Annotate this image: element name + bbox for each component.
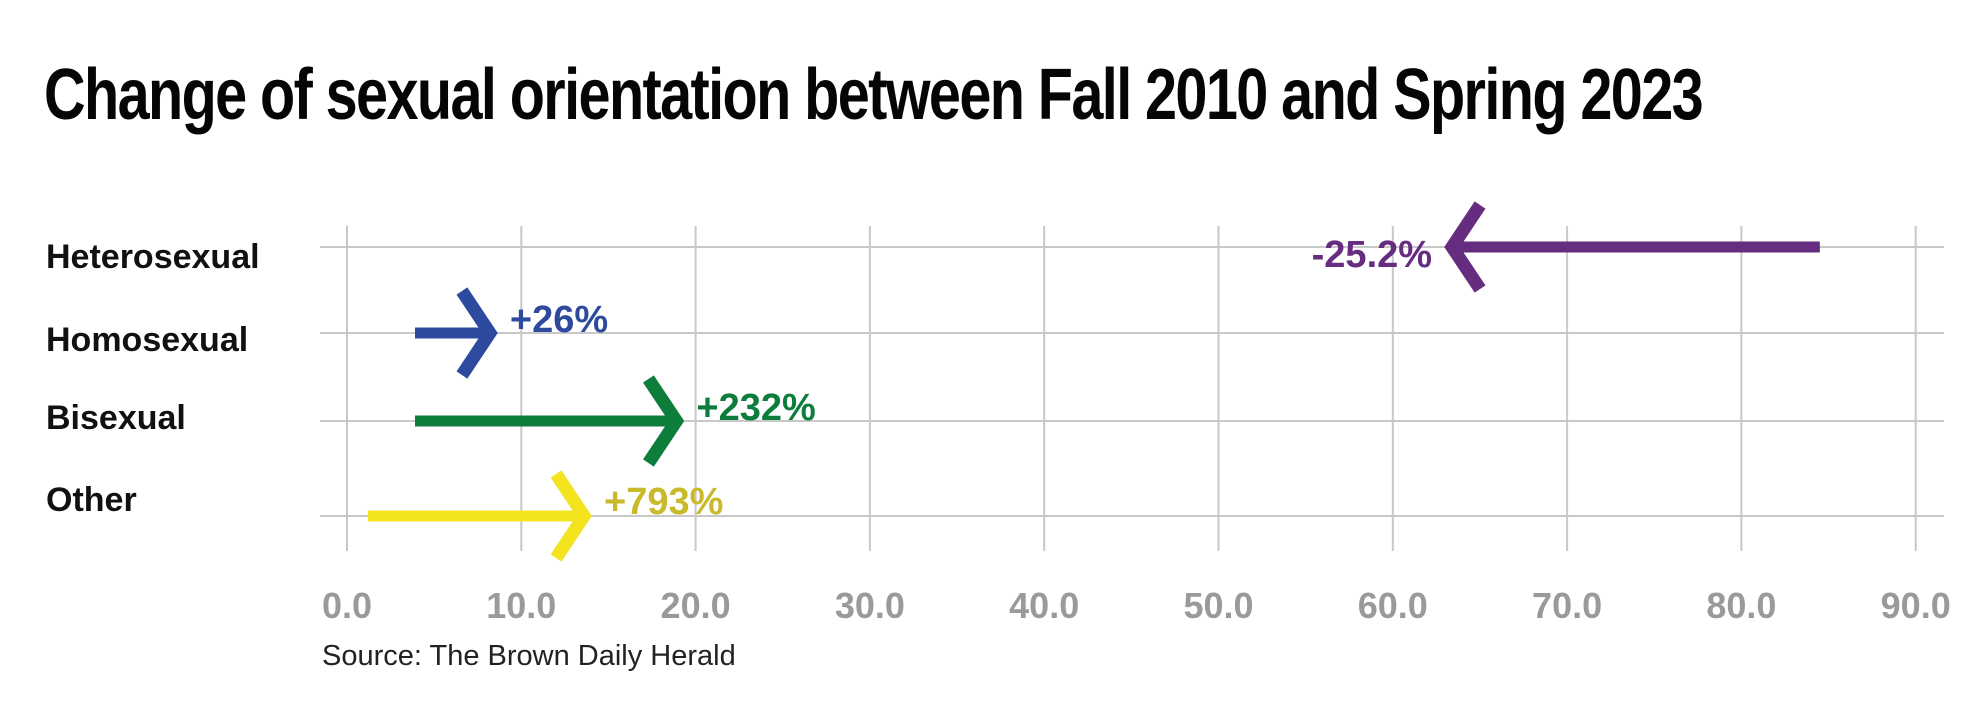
category-label: Heterosexual: [46, 238, 260, 276]
change-label-homosexual: +26%: [510, 299, 608, 341]
change-label-heterosexual: -25.2%: [1312, 234, 1432, 276]
x-tick-label: 90.0: [1881, 585, 1951, 626]
x-tick-label: 40.0: [1009, 585, 1079, 626]
change-label-bisexual: +232%: [696, 387, 815, 429]
arrow-head-other: [550, 470, 592, 562]
source-note: Source: The Brown Daily Herald: [322, 640, 736, 672]
x-tick-label: 30.0: [835, 585, 905, 626]
x-tick-label: 60.0: [1358, 585, 1428, 626]
x-tick-label: 80.0: [1706, 585, 1776, 626]
x-tick-label: 70.0: [1532, 585, 1602, 626]
x-tick-label: 50.0: [1183, 585, 1253, 626]
x-tick-label: 0.0: [322, 585, 372, 626]
change-label-other: +793%: [604, 481, 723, 523]
arrow-head-heterosexual: [1444, 201, 1486, 293]
chart-title: Change of sexual orientation between Fal…: [44, 55, 1704, 135]
category-label: Other: [46, 481, 137, 519]
x-tick-label: 10.0: [486, 585, 556, 626]
category-label: Homosexual: [46, 321, 248, 359]
arrow-head-homosexual: [456, 287, 498, 379]
category-label: Bisexual: [46, 399, 186, 437]
arrow-head-bisexual: [643, 375, 685, 467]
x-tick-label: 20.0: [661, 585, 731, 626]
